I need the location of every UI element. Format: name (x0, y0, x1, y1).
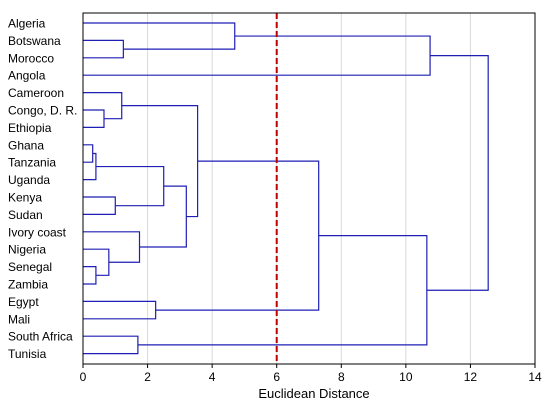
branch-SA_Tu (83, 335, 139, 355)
branch-Ca_CE (83, 92, 123, 120)
branch-C_E (83, 109, 105, 128)
x-tick-label: 4 (209, 370, 216, 384)
x-tick-label: 10 (399, 370, 413, 384)
leaf-label: Uganda (8, 173, 50, 187)
branch-Se_Z (83, 266, 97, 285)
branch-layer (83, 22, 489, 355)
leaf-label: Ghana (8, 138, 44, 152)
branch-Eg_Ma (83, 300, 157, 320)
leaf-label: South Africa (8, 330, 73, 344)
branch-X5 (137, 235, 428, 346)
leaf-label: Sudan (8, 208, 43, 222)
x-tick-layer: 0 2 4 6 8 10 12 14 (80, 364, 542, 384)
leaf-label: Senegal (8, 260, 52, 274)
x-tick-label: 14 (528, 370, 542, 384)
leaf-label: Nigeria (8, 243, 46, 257)
branch-X2 (121, 105, 199, 218)
leaf-label-layer: Algeria Botswana Morocco Angola Cameroon Cong… (8, 17, 77, 362)
leaf-label: Cameroon (8, 86, 64, 100)
x-tick-label: 6 (273, 370, 280, 384)
leaf-label: Tanzania (8, 156, 56, 170)
leaf-label: Zambia (8, 278, 48, 292)
leaf-label: Tunisia (8, 347, 47, 361)
branch-ROOT (426, 55, 489, 291)
x-tick-label: 8 (338, 370, 345, 384)
leaf-label: Angola (8, 69, 46, 83)
leaf-label: Congo, D. R. (8, 104, 77, 118)
leaf-label: Algeria (8, 17, 46, 31)
branch-IC_N (83, 231, 141, 263)
leaf-label: Ivory coast (8, 225, 67, 239)
branch-GTU_KS (95, 165, 165, 207)
grid-layer (147, 13, 471, 364)
branch-X4 (155, 160, 320, 311)
branch-GT_U (83, 152, 97, 181)
branch-X3 (83, 35, 431, 76)
plot-frame (82, 12, 536, 365)
leaf-label: Ethiopia (8, 121, 52, 135)
branch-X1 (139, 185, 187, 248)
leaf-label: Egypt (8, 295, 39, 309)
branch-B_M (83, 39, 124, 59)
branch-K_Su (83, 196, 116, 215)
leaf-label: Kenya (8, 191, 42, 205)
x-tick-label: 12 (464, 370, 478, 384)
x-tick-label: 2 (144, 370, 151, 384)
leaf-label: Botswana (8, 34, 61, 48)
leaf-label: Mali (8, 312, 30, 326)
leaf-label: Morocco (8, 51, 54, 65)
x-axis-title: Euclidean Distance (258, 386, 369, 401)
x-tick-label: 0 (80, 370, 87, 384)
branch-G_T (83, 144, 94, 163)
